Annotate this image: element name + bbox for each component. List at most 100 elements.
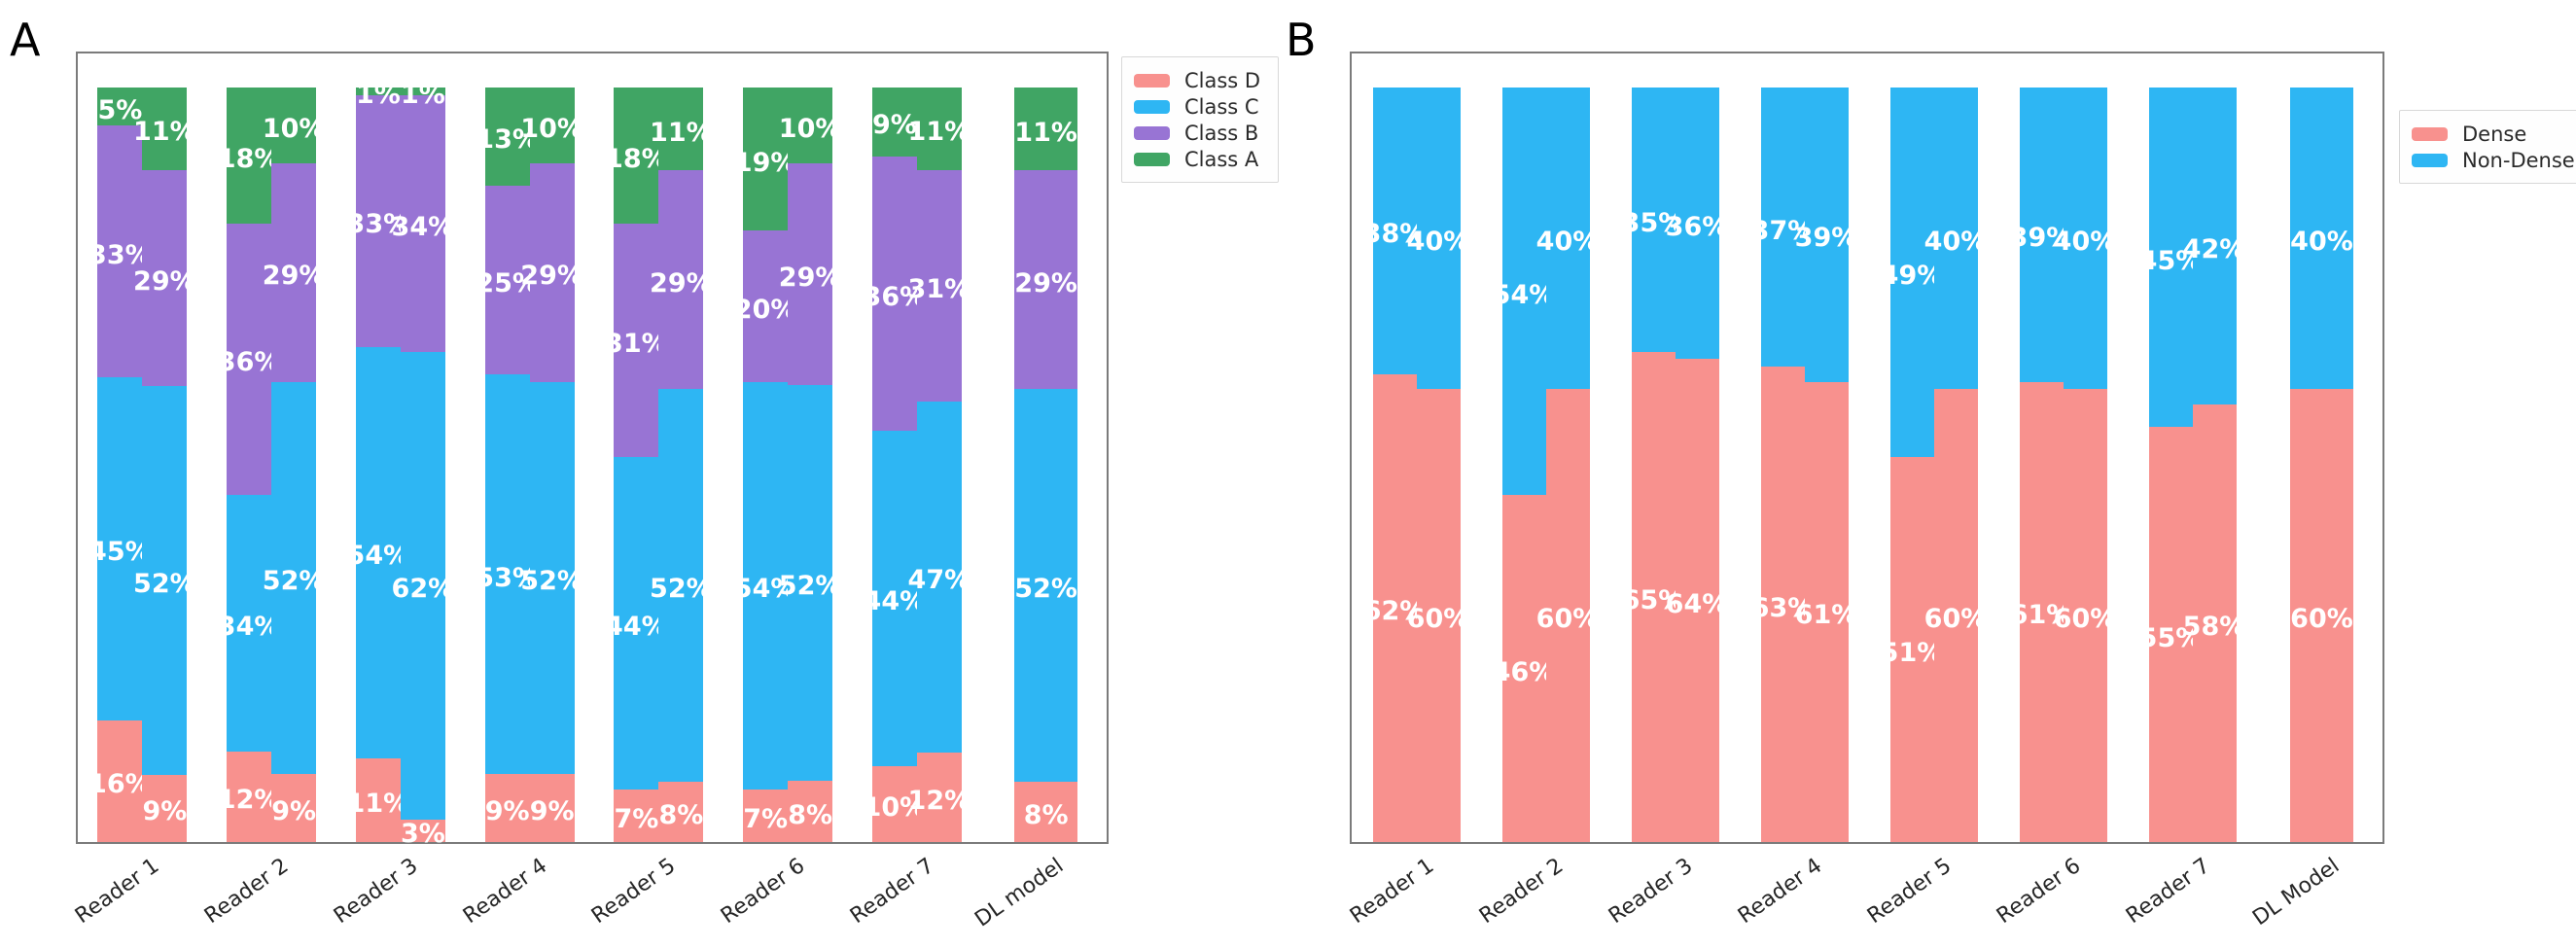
bar-segment — [1889, 457, 1934, 842]
x-tick-label: DL Model — [2247, 854, 2344, 931]
bar-segment — [1675, 359, 1719, 842]
x-tick-label: Reader 7 — [845, 854, 939, 930]
panel-a-legend: Class D Class C Class B Class A — [1121, 56, 1280, 183]
legend-swatch-icon — [1134, 73, 1170, 88]
bar-segment — [142, 774, 188, 842]
bar-segment — [2192, 404, 2237, 842]
bar-segment — [400, 819, 445, 842]
legend-item: Non-Dense — [2412, 147, 2575, 173]
bar-segment — [614, 223, 659, 458]
bar-segment — [97, 376, 143, 720]
bar-segment — [1804, 88, 1849, 382]
bar-segment — [97, 88, 143, 126]
bar-segment — [658, 88, 704, 171]
bar-segment — [1760, 88, 1805, 368]
x-tick-label: Reader 2 — [200, 854, 294, 930]
bar-segment — [227, 223, 272, 496]
bar-segment — [1760, 367, 1805, 842]
bar-segment — [916, 401, 962, 753]
bar-segment — [2019, 381, 2064, 842]
bar-segment — [1372, 88, 1417, 374]
bar-segment — [614, 88, 659, 224]
bar-segment — [1545, 389, 1590, 842]
bar-segment — [743, 230, 789, 382]
legend-item: Class A — [1134, 146, 1260, 172]
bar-segment — [1372, 373, 1417, 842]
bar-segment — [1014, 781, 1078, 842]
bar-segment — [2290, 389, 2353, 842]
x-tick-label: Reader 7 — [2121, 854, 2214, 930]
x-tick-label: Reader 5 — [1862, 854, 1956, 930]
bar-segment — [484, 774, 530, 842]
bar-segment — [916, 752, 962, 842]
panel-b-legend: Dense Non-Dense — [2399, 110, 2576, 184]
bar-segment — [916, 169, 962, 402]
bar-segment — [1804, 381, 1849, 842]
bar-segment — [1014, 88, 1078, 171]
bar-segment — [1545, 88, 1590, 390]
bar-segment — [355, 757, 401, 842]
legend-swatch-icon — [1134, 125, 1170, 140]
bar-segment — [142, 88, 188, 170]
legend-swatch-icon — [1134, 152, 1170, 166]
bar-segment — [1889, 88, 1934, 458]
panel-b-letter: B — [1286, 14, 1317, 66]
bar-segment — [271, 162, 317, 382]
bar-segment — [743, 88, 789, 231]
bar-segment — [2019, 88, 2064, 382]
panel-b-plot-area: 62% 38% 60% 40% Reader 1 46% 54% 60% 40% Reader 2… — [1346, 52, 2384, 930]
legend-item: Class D — [1134, 67, 1260, 93]
bar-segment — [658, 781, 704, 842]
bar-segment — [529, 774, 575, 842]
bar-segment — [614, 789, 659, 842]
bar-segment — [871, 88, 917, 157]
bar-segment — [1933, 88, 1978, 390]
panel-a-letter: A — [10, 14, 41, 66]
bar-segment — [400, 351, 445, 820]
bar-segment — [1014, 389, 1078, 782]
legend-label: Class B — [1184, 121, 1259, 145]
bar-segment — [484, 373, 530, 775]
bar-segment — [788, 384, 833, 782]
bar-segment — [1501, 88, 1546, 496]
bar-segment — [97, 720, 143, 842]
bar-segment — [788, 88, 833, 164]
bar-segment — [916, 88, 962, 170]
bar-segment — [743, 789, 789, 842]
legend-label: Class C — [1184, 94, 1259, 119]
bar-segment — [355, 88, 401, 95]
legend-label: Class D — [1184, 68, 1261, 92]
legend-item: Class C — [1134, 93, 1260, 120]
bar-segment — [658, 389, 704, 782]
bar-segment — [614, 457, 659, 790]
bar-segment — [1501, 495, 1546, 842]
bar-segment — [271, 774, 317, 842]
bar-segment — [484, 185, 530, 374]
x-tick-label: Reader 4 — [1733, 854, 1826, 930]
bar-segment — [2148, 427, 2193, 842]
x-tick-label: Reader 6 — [1992, 854, 2085, 930]
bar-segment — [1416, 389, 1461, 842]
x-tick-label: Reader 4 — [458, 854, 551, 930]
panel-a-plot-area: 16% 45% 33% 5% 9% 52% 29% 11% Reader 1 12% 34% 36% 1… — [71, 52, 1109, 932]
bar-segment — [871, 765, 917, 842]
bar-segment — [788, 163, 833, 385]
bar-segment — [271, 381, 317, 775]
bar-segment — [871, 430, 917, 766]
legend-label: Dense — [2462, 122, 2527, 146]
bar-segment — [529, 88, 575, 163]
bar-segment — [142, 169, 188, 387]
bar-segment — [227, 751, 272, 842]
bar-segment — [1631, 351, 1676, 842]
x-tick-label: Reader 2 — [1474, 854, 1568, 930]
x-tick-label: Reader 1 — [1345, 854, 1438, 930]
x-tick-label: Reader 5 — [587, 854, 681, 930]
bar-segment — [658, 170, 704, 390]
legend-label: Class A — [1184, 147, 1259, 171]
legend-swatch-icon — [2412, 126, 2448, 141]
bar-segment — [227, 495, 272, 752]
bar-segment — [871, 156, 917, 431]
bar-segment — [484, 88, 530, 186]
bar-segment — [529, 162, 575, 382]
